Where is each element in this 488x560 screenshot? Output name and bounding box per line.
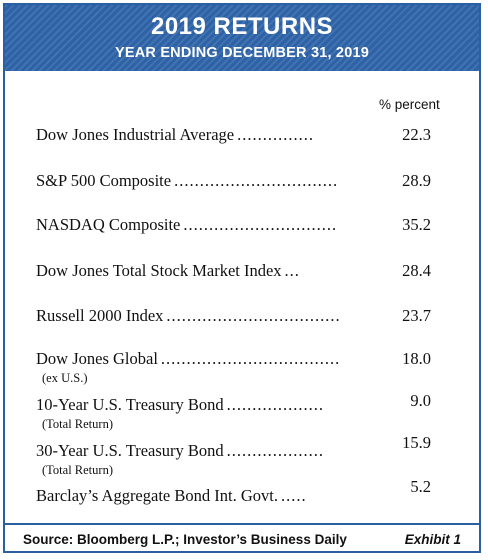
row-value: 28.9 xyxy=(402,171,431,190)
row-name: NASDAQ Composite xyxy=(36,215,184,234)
row-leader-dots: ............... xyxy=(237,125,314,144)
table-row: Dow Jones Total Stock Market Index... 28.… xyxy=(5,261,479,305)
row-value: 23.7 xyxy=(402,306,431,325)
row-leader-dots: ................... xyxy=(226,441,325,460)
row-leader-dots: ..... xyxy=(280,486,307,505)
row-value: 35.2 xyxy=(402,215,431,234)
row-leader-dots: .............................. xyxy=(183,215,338,234)
row-label: NASDAQ Composite........................… xyxy=(36,215,366,235)
row-label: 10-Year U.S. Treasury Bond..............… xyxy=(36,395,366,415)
table-row: Barclay’s Aggregate Bond Int. Govt......… xyxy=(5,477,479,530)
table-header-banner: 2019 RETURNS YEAR ENDING DECEMBER 31, 20… xyxy=(5,5,479,71)
row-name: Russell 2000 Index xyxy=(36,306,167,325)
returns-table-card: 2019 RETURNS YEAR ENDING DECEMBER 31, 20… xyxy=(3,3,481,553)
row-name: Dow Jones Global xyxy=(36,349,161,368)
table-row: Russell 2000 Index......................… xyxy=(5,306,479,350)
row-name: S&P 500 Composite xyxy=(36,171,175,190)
table-row: NASDAQ Composite........................… xyxy=(5,215,479,259)
row-value: 18.0 xyxy=(402,349,431,368)
row-label: Dow Jones Total Stock Market Index... xyxy=(36,261,366,281)
row-name: Barclay’s Aggregate Bond Int. Govt. xyxy=(36,486,281,505)
row-name: 10-Year U.S. Treasury Bond xyxy=(36,395,227,414)
exhibit-label: Exhibit 1 xyxy=(404,532,461,547)
row-leader-dots: ................................ xyxy=(174,171,339,190)
table-title: 2019 RETURNS xyxy=(150,13,334,40)
row-label: Russell 2000 Index......................… xyxy=(36,306,366,326)
column-header-percent: % percent xyxy=(379,97,440,112)
row-note: (ex U.S.) xyxy=(42,371,88,385)
table-row: 10-Year U.S. Treasury Bond..............… xyxy=(5,391,479,439)
row-value: 9.0 xyxy=(410,391,431,410)
table-row: Dow Jones Industrial Average............… xyxy=(5,125,479,169)
row-label: S&P 500 Composite.......................… xyxy=(36,171,366,191)
table-row: 30-Year U.S. Treasury Bond..............… xyxy=(5,433,479,485)
row-value: 5.2 xyxy=(410,477,431,496)
table-row: S&P 500 Composite.......................… xyxy=(5,171,479,215)
row-leader-dots: ................................... xyxy=(160,349,341,368)
row-label: Barclay’s Aggregate Bond Int. Govt...... xyxy=(36,486,366,506)
row-label: Dow Jones Global........................… xyxy=(36,349,366,369)
row-value: 15.9 xyxy=(402,433,431,452)
row-leader-dots: ... xyxy=(284,261,300,280)
source-note: Source: Bloomberg L.P.; Investor’s Busin… xyxy=(23,532,347,547)
table-row: Dow Jones Global........................… xyxy=(5,349,479,393)
row-label: 30-Year U.S. Treasury Bond..............… xyxy=(36,441,366,461)
row-label: Dow Jones Industrial Average............… xyxy=(36,125,366,145)
table-subtitle: YEAR ENDING DECEMBER 31, 2019 xyxy=(115,45,369,61)
row-name: Dow Jones Industrial Average xyxy=(36,125,238,144)
row-name: 30-Year U.S. Treasury Bond xyxy=(36,441,227,460)
row-name: Dow Jones Total Stock Market Index xyxy=(36,261,285,280)
row-note: (Total Return) xyxy=(42,417,113,431)
row-leader-dots: ................... xyxy=(226,395,325,414)
row-value: 22.3 xyxy=(402,125,431,144)
row-value: 28.4 xyxy=(402,261,431,280)
row-note: (Total Return) xyxy=(42,463,113,477)
row-leader-dots: .................................. xyxy=(166,306,341,325)
table-footer: Source: Bloomberg L.P.; Investor’s Busin… xyxy=(5,523,479,555)
